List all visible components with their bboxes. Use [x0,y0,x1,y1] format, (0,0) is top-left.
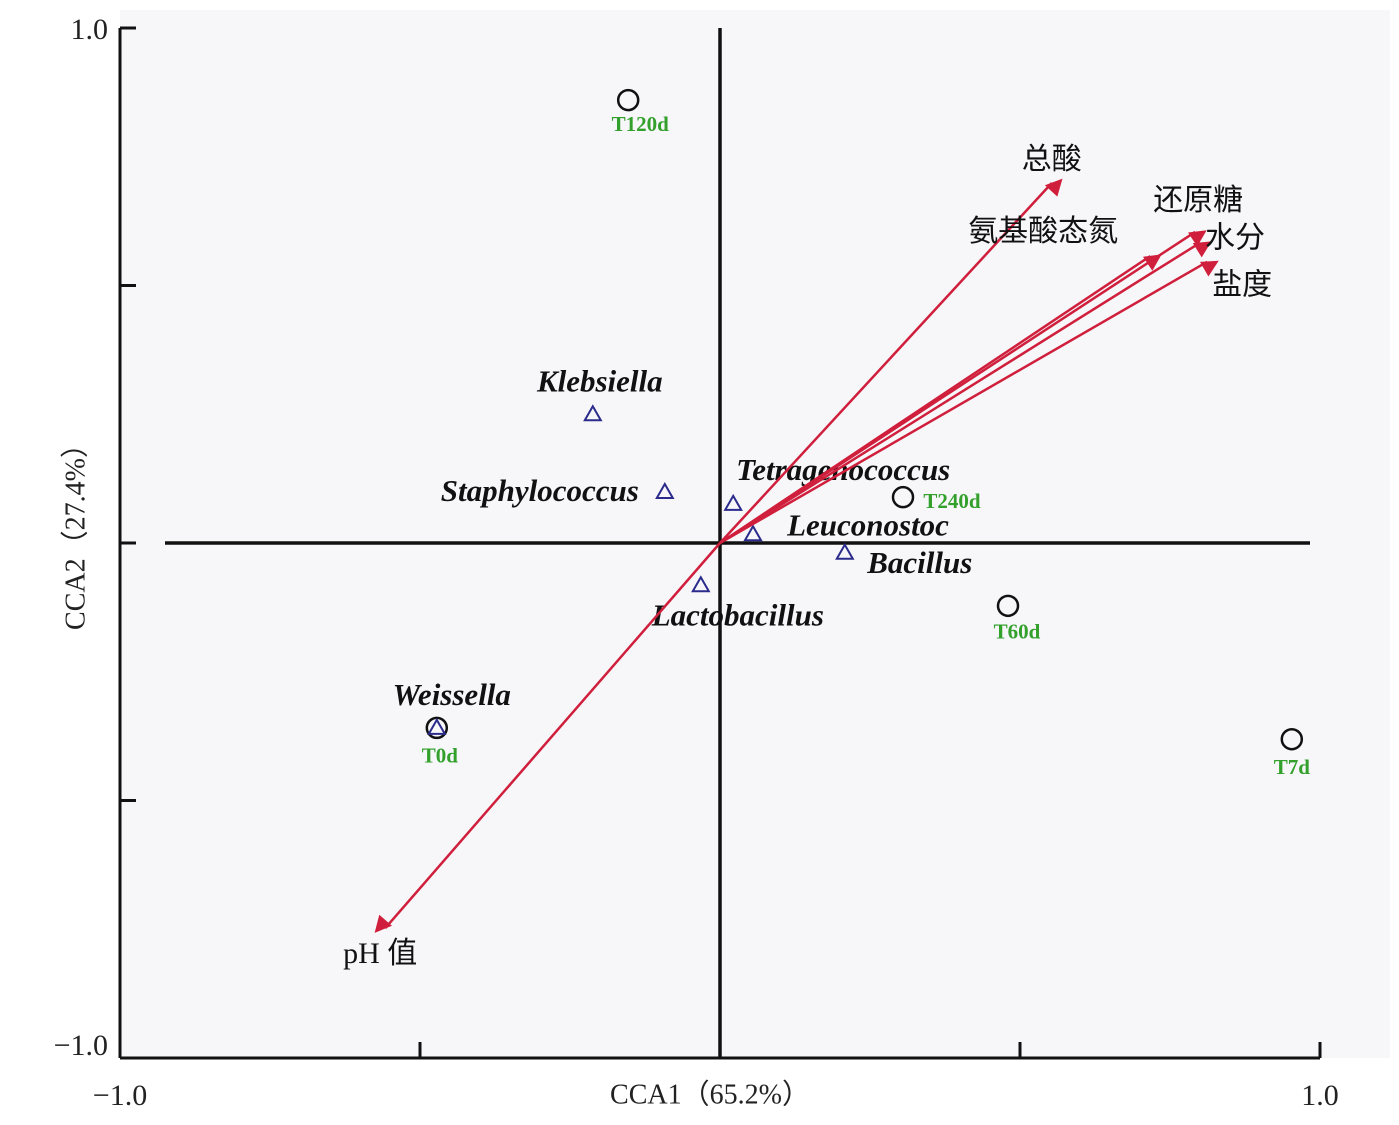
species-point [691,575,711,593]
species-point [583,404,603,422]
species-label: Klebsiella [536,363,663,398]
species-point [723,493,743,511]
env-label: 总酸 [1022,143,1082,176]
species-point [835,542,855,560]
env-arrow [719,260,1219,545]
species-label: Bacillus [866,545,972,580]
env-arrow [374,542,721,933]
species-point [655,481,675,500]
species-label: Staphylococcus [441,473,639,508]
env-label: 盐度 [1212,269,1272,302]
env-arrow [719,241,1212,545]
env-label: pH 值 [343,937,417,970]
species-point [427,717,447,735]
y-axis-label: CCA2（27.4%） [59,430,91,630]
x-axis-label: CCA1（65.2%） [610,1078,810,1110]
species-point [743,524,763,542]
species-label: Lactobacillus [651,597,824,632]
env-label: 氨基酸态氮 [968,215,1118,248]
env-label: 还原糖 [1153,184,1243,217]
x-tick-label: −1.0 [93,1079,147,1112]
species-label: Tetragenococcus [736,452,950,487]
sample-point [891,485,915,509]
sample-point [996,594,1020,618]
sample-label: T240d [923,489,981,513]
env-arrow [719,178,1063,544]
species-label: Weissella [393,677,511,712]
sample-label: T60d [994,620,1041,644]
plot-background [120,10,1390,1058]
sample-label: T7d [1274,755,1311,779]
sample-label: T0d [422,744,459,768]
env-arrow [719,230,1207,545]
env-label: 水分 [1205,222,1265,255]
sample-point [1280,727,1304,751]
sample-point [616,88,640,112]
sample-label: T120d [612,112,670,136]
x-tick-label: 1.0 [1301,1079,1339,1112]
y-tick-label: 1.0 [71,13,109,46]
species-label: Leuconostoc [786,507,949,542]
y-tick-label: −1.0 [54,1029,108,1062]
